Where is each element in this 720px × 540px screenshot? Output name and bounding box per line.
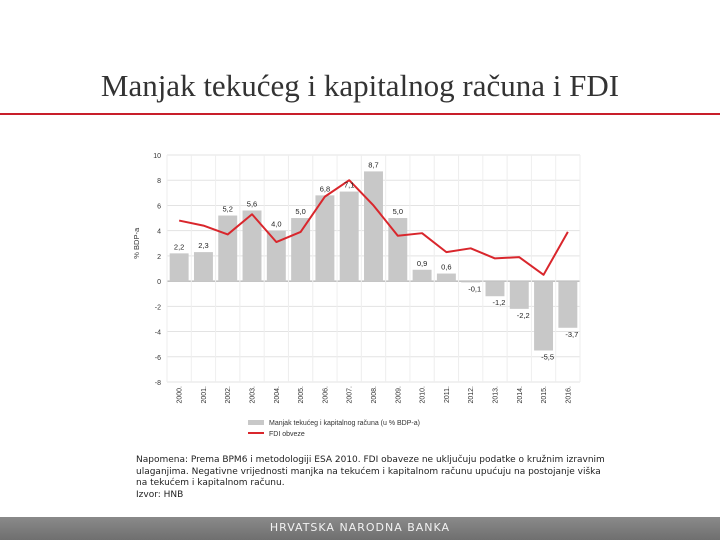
bar xyxy=(291,218,311,282)
bar xyxy=(485,281,505,297)
bar-data-label: 2,3 xyxy=(198,241,208,250)
x-tick-label: 2005. xyxy=(298,386,305,404)
bar-data-label: 5,6 xyxy=(247,199,257,208)
bar-layer xyxy=(169,171,578,351)
x-tick-label: 2006. xyxy=(322,386,329,404)
footer-text: HRVATSKA NARODNA BANKA xyxy=(269,521,451,534)
legend-swatch-bar xyxy=(248,420,264,425)
bar-data-label: 5,2 xyxy=(223,205,233,214)
bar xyxy=(339,191,359,282)
bar xyxy=(169,253,189,282)
axis-layer: 10 8 6 4 2 0 -2 -4 -6 -8 % BDP-a 2000. 2001. 2002. 200… xyxy=(132,153,572,404)
bar xyxy=(534,281,554,351)
x-tick-label: 2009. xyxy=(395,386,402,404)
x-tick-label: 2004. xyxy=(274,386,281,404)
y-tick-label: -2 xyxy=(155,304,161,311)
x-tick-label: 2008. xyxy=(371,386,378,404)
chart-note: Napomena: Prema BPM6 i metodologiji ESA … xyxy=(136,455,606,501)
bar xyxy=(558,281,578,328)
bar-data-label: 2,2 xyxy=(174,242,184,251)
bar-data-label: 0,9 xyxy=(417,259,427,268)
bar xyxy=(242,210,262,282)
bar xyxy=(364,171,383,282)
y-tick-label: -6 xyxy=(155,355,161,362)
bar-data-label: -1,2 xyxy=(493,298,506,307)
x-tick-label: 2000. xyxy=(177,386,184,404)
bar-data-label: -3,7 xyxy=(565,330,578,339)
x-tick-label: 2003. xyxy=(250,386,257,404)
bar-data-label: 4,0 xyxy=(271,220,281,229)
bar xyxy=(266,230,286,282)
fdi-series-line xyxy=(178,179,569,276)
bar-data-label: -2,2 xyxy=(517,311,530,320)
bar-data-label: -5,5 xyxy=(541,352,554,361)
x-tick-label: 2001. xyxy=(201,386,208,404)
slide-title: Manjak tekućeg i kapitalnog računa i FDI xyxy=(100,68,620,103)
line-layer xyxy=(178,179,569,276)
bar-data-label: 0,6 xyxy=(441,263,451,272)
y-tick-label: 10 xyxy=(153,153,161,160)
chart: 2,2 2,3 5,2 5,6 4,0 5,0 6,8 7,1 8,7 5,0 0,9 0,6 -0,1… xyxy=(120,148,590,446)
bar-data-label: 6,8 xyxy=(320,184,330,193)
note-text: Napomena: Prema BPM6 i metodologiji ESA … xyxy=(136,455,605,488)
label-layer: 2,2 2,3 5,2 5,6 4,0 5,0 6,8 7,1 8,7 5,0 0,9 0,6 -0,1… xyxy=(174,160,578,361)
bar-data-label: 5,0 xyxy=(295,207,305,216)
x-tick-label: 2002. xyxy=(225,386,232,404)
x-tick-label: 2014. xyxy=(517,386,524,404)
legend-label-bar: Manjak tekućeg i kapitalnog računa (u % … xyxy=(269,420,420,427)
bar xyxy=(315,195,335,282)
x-tick-label: 2015. xyxy=(541,386,548,404)
bar xyxy=(412,269,432,282)
bar-data-label: 8,7 xyxy=(368,160,378,169)
legend-layer: Manjak tekućeg i kapitalnog računa (u % … xyxy=(248,420,420,438)
x-tick-label: 2011. xyxy=(444,386,451,403)
y-tick-label: 2 xyxy=(157,254,161,261)
bar-data-label: -0,1 xyxy=(468,284,481,293)
y-tick-label: -4 xyxy=(155,330,161,337)
x-tick-label: 2013. xyxy=(492,386,499,404)
x-tick-label: 2016. xyxy=(565,386,572,404)
y-tick-label: 4 xyxy=(157,229,161,236)
bar xyxy=(436,273,456,282)
footer-bar: HRVATSKA NARODNA BANKA xyxy=(0,517,720,540)
y-tick-label: 0 xyxy=(157,279,161,286)
legend-label-line: FDI obveze xyxy=(269,431,305,438)
bar xyxy=(193,252,213,282)
chart-svg: 2,2 2,3 5,2 5,6 4,0 5,0 6,8 7,1 8,7 5,0 0,9 0,6 -0,1… xyxy=(132,153,581,438)
x-tick-label: 2012. xyxy=(468,386,475,404)
bar xyxy=(461,281,481,283)
title-divider xyxy=(0,113,720,115)
bar-data-label: 7,1 xyxy=(344,181,354,190)
bar-data-label: 5,0 xyxy=(393,207,403,216)
y-tick-label: 6 xyxy=(157,203,161,210)
bar xyxy=(388,218,408,282)
y-tick-label: -8 xyxy=(155,380,161,387)
bar xyxy=(509,281,529,309)
source-text: Izvor: HNB xyxy=(136,489,184,500)
y-tick-label: 8 xyxy=(157,178,161,185)
x-tick-label: 2007. xyxy=(347,386,354,404)
bar xyxy=(218,215,238,282)
x-tick-label: 2010. xyxy=(420,386,427,404)
y-axis-label: % BDP-a xyxy=(132,227,141,259)
